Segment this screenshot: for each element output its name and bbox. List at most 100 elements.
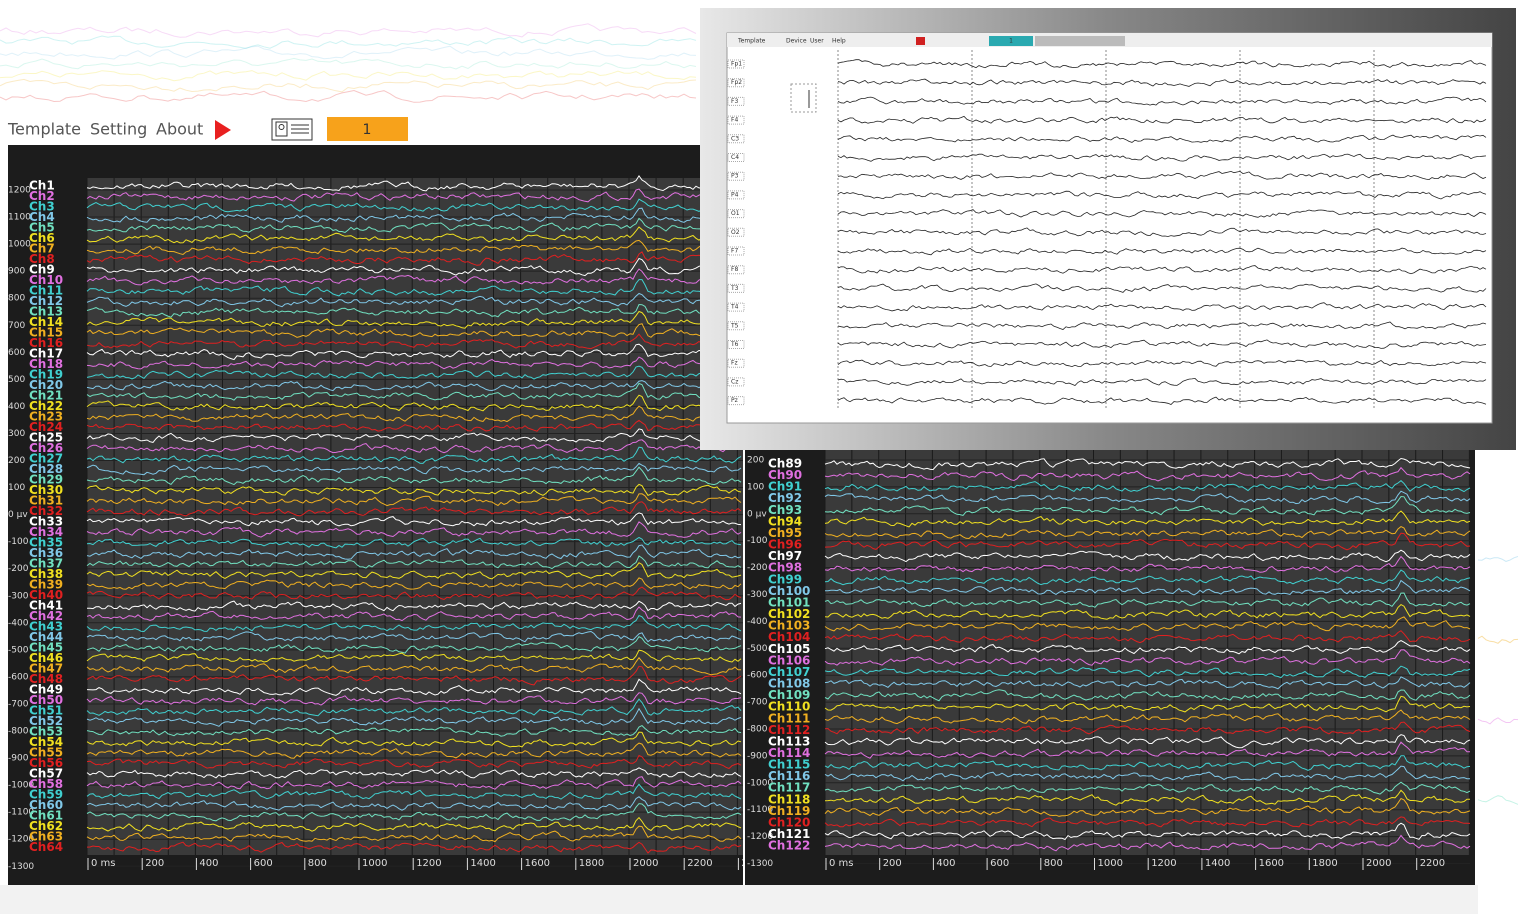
inset-channel-label: Fp1 — [731, 61, 742, 68]
channel-label: Ch32 — [29, 504, 63, 518]
channel-label: Ch39 — [29, 578, 63, 592]
channel-label: Ch4 — [29, 210, 55, 224]
menu-item[interactable]: Setting — [90, 120, 147, 139]
channel-trace — [86, 198, 742, 213]
channel-label: Ch40 — [29, 588, 63, 602]
y-tick-label: -700 — [8, 699, 29, 709]
list-button[interactable] — [271, 118, 313, 141]
channel-label: Ch116 — [768, 769, 810, 783]
channel-trace — [824, 695, 1471, 713]
channel-label: Ch117 — [768, 781, 810, 795]
channel-label: Ch122 — [768, 839, 810, 853]
channel-label: Ch113 — [768, 734, 810, 748]
y-tick-label: 500 — [8, 375, 25, 385]
x-tick-label: 800 — [308, 858, 327, 869]
channel-label: Ch58 — [29, 777, 63, 791]
inset-trace — [837, 247, 1487, 256]
channel-trace — [824, 789, 1470, 806]
inset-channel-label: Cz — [731, 378, 738, 385]
channel-label: Ch18 — [29, 357, 63, 371]
y-tick-label: 1000 — [8, 240, 31, 250]
inset-channel-label: T4 — [730, 304, 739, 311]
channel-trace — [86, 783, 742, 800]
channel-trace — [86, 606, 742, 622]
channel-label: Ch12 — [29, 294, 63, 308]
channel-label: Ch15 — [29, 326, 63, 340]
channel-trace — [86, 207, 742, 223]
status-bar — [0, 885, 1478, 914]
channel-trace — [86, 217, 742, 234]
channel-label: Ch1 — [29, 179, 55, 193]
inset-channel-box — [727, 115, 745, 125]
channel-label: Ch47 — [29, 662, 63, 676]
y-tick-label: -600 — [8, 672, 29, 682]
menu-item[interactable]: About — [156, 120, 203, 139]
x-tick-label: 1600 — [1259, 858, 1284, 869]
channel-label: Ch106 — [768, 653, 810, 667]
inset-channel-box — [727, 302, 745, 312]
inset-trace — [837, 227, 1487, 237]
menu-item[interactable]: Template — [7, 120, 81, 139]
background-wave — [1477, 556, 1518, 562]
background-wave — [0, 70, 697, 82]
inset-trace — [837, 78, 1487, 87]
x-tick-label: 0 ms — [91, 858, 116, 869]
inset-trace — [837, 377, 1487, 386]
inset-trace — [837, 190, 1487, 200]
channel-label: Ch13 — [29, 305, 63, 319]
channel-label: Ch29 — [29, 473, 63, 487]
inset-trace — [837, 302, 1487, 312]
background-wave — [0, 13, 697, 27]
channel-trace — [86, 439, 742, 454]
x-tick-label: 1000 — [1098, 858, 1123, 869]
inset-menu-item: Template — [737, 38, 766, 45]
channel-trace — [86, 521, 742, 538]
channel-label: Ch54 — [29, 735, 63, 749]
channel-label: Ch95 — [768, 526, 802, 540]
inset-trace — [837, 134, 1487, 143]
play-button[interactable] — [215, 120, 231, 140]
channel-trace — [824, 755, 1471, 771]
channel-trace — [86, 394, 742, 412]
y-tick-label: -200 — [8, 564, 29, 574]
channel-trace — [86, 776, 742, 790]
inset-channel-box — [727, 153, 745, 162]
channel-label: Ch63 — [29, 830, 63, 844]
x-tick-label: 400 — [936, 858, 955, 869]
y-tick-label: -1300 — [747, 859, 773, 869]
channel-trace — [824, 549, 1471, 563]
inset-channel-box — [727, 59, 745, 69]
inset-channel-box — [727, 209, 745, 219]
inset-trace — [837, 153, 1487, 162]
y-tick-label: -800 — [747, 725, 768, 735]
y-tick-label: 800 — [8, 294, 25, 304]
channel-trace — [86, 803, 742, 822]
x-tick-label: 1800 — [579, 858, 604, 869]
channel-label: Ch59 — [29, 788, 63, 802]
channel-label: Ch105 — [768, 642, 810, 656]
inset-channel-box — [727, 358, 745, 368]
channel-label: Ch98 — [768, 561, 802, 575]
channel-trace — [86, 428, 742, 443]
counter-box[interactable] — [327, 117, 408, 141]
y-tick-label: -400 — [747, 617, 768, 627]
inset-channel-label: O2 — [731, 229, 740, 236]
inset-channel-box — [727, 96, 745, 106]
channel-trace — [824, 721, 1471, 735]
channel-label: Ch48 — [29, 672, 63, 686]
inset-channel-label: T3 — [730, 285, 739, 292]
channel-trace — [824, 495, 1471, 516]
background-wave — [0, 23, 697, 38]
y-tick-label: -1100 — [747, 805, 773, 815]
x-tick-label: 800 — [1044, 858, 1063, 869]
channel-trace — [86, 742, 742, 759]
channel-label: Ch89 — [768, 457, 802, 471]
channel-label: Ch57 — [29, 767, 63, 781]
channel-trace — [86, 636, 742, 654]
channel-trace — [86, 586, 742, 601]
counter: 1 — [363, 122, 372, 138]
y-tick-label: -500 — [8, 645, 29, 655]
x-tick-label: 1400 — [470, 858, 495, 869]
